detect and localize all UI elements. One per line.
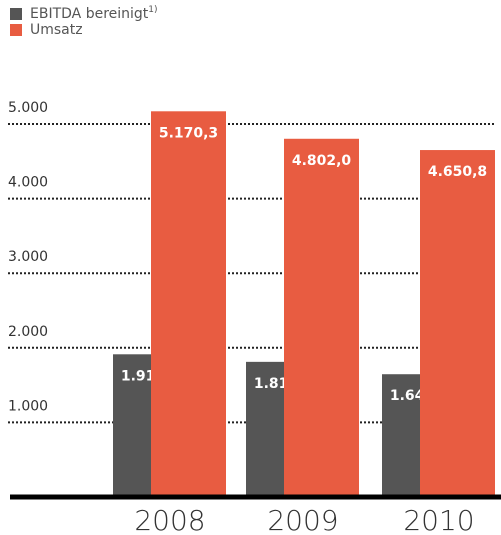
y-tick-label: 2.000 [8,324,48,340]
bar [420,150,495,497]
y-tick-label: 1.000 [8,398,48,414]
value-label: 5.170,3 [159,125,218,141]
value-label: 4.802,0 [292,153,352,169]
bar [151,111,226,497]
y-tick-label: 4.000 [8,175,48,191]
legend-text: EBITDA bereinigt [30,6,149,22]
x-tick-label: 2008 [134,504,205,535]
legend-swatch [10,24,22,36]
value-label: 4.650,8 [428,164,487,180]
legend-swatch [10,8,22,20]
bar [284,138,359,497]
x-tick-label: 2009 [267,504,338,535]
legend-label: Umsatz [30,22,83,38]
legend-text: Umsatz [30,22,83,38]
legend-label: EBITDA bereinigt1) [30,5,158,23]
x-tick-label: 2010 [403,504,474,535]
legend-note: 1) [148,5,157,15]
y-tick-label: 5.000 [8,100,48,116]
y-tick-label: 3.000 [8,249,48,265]
